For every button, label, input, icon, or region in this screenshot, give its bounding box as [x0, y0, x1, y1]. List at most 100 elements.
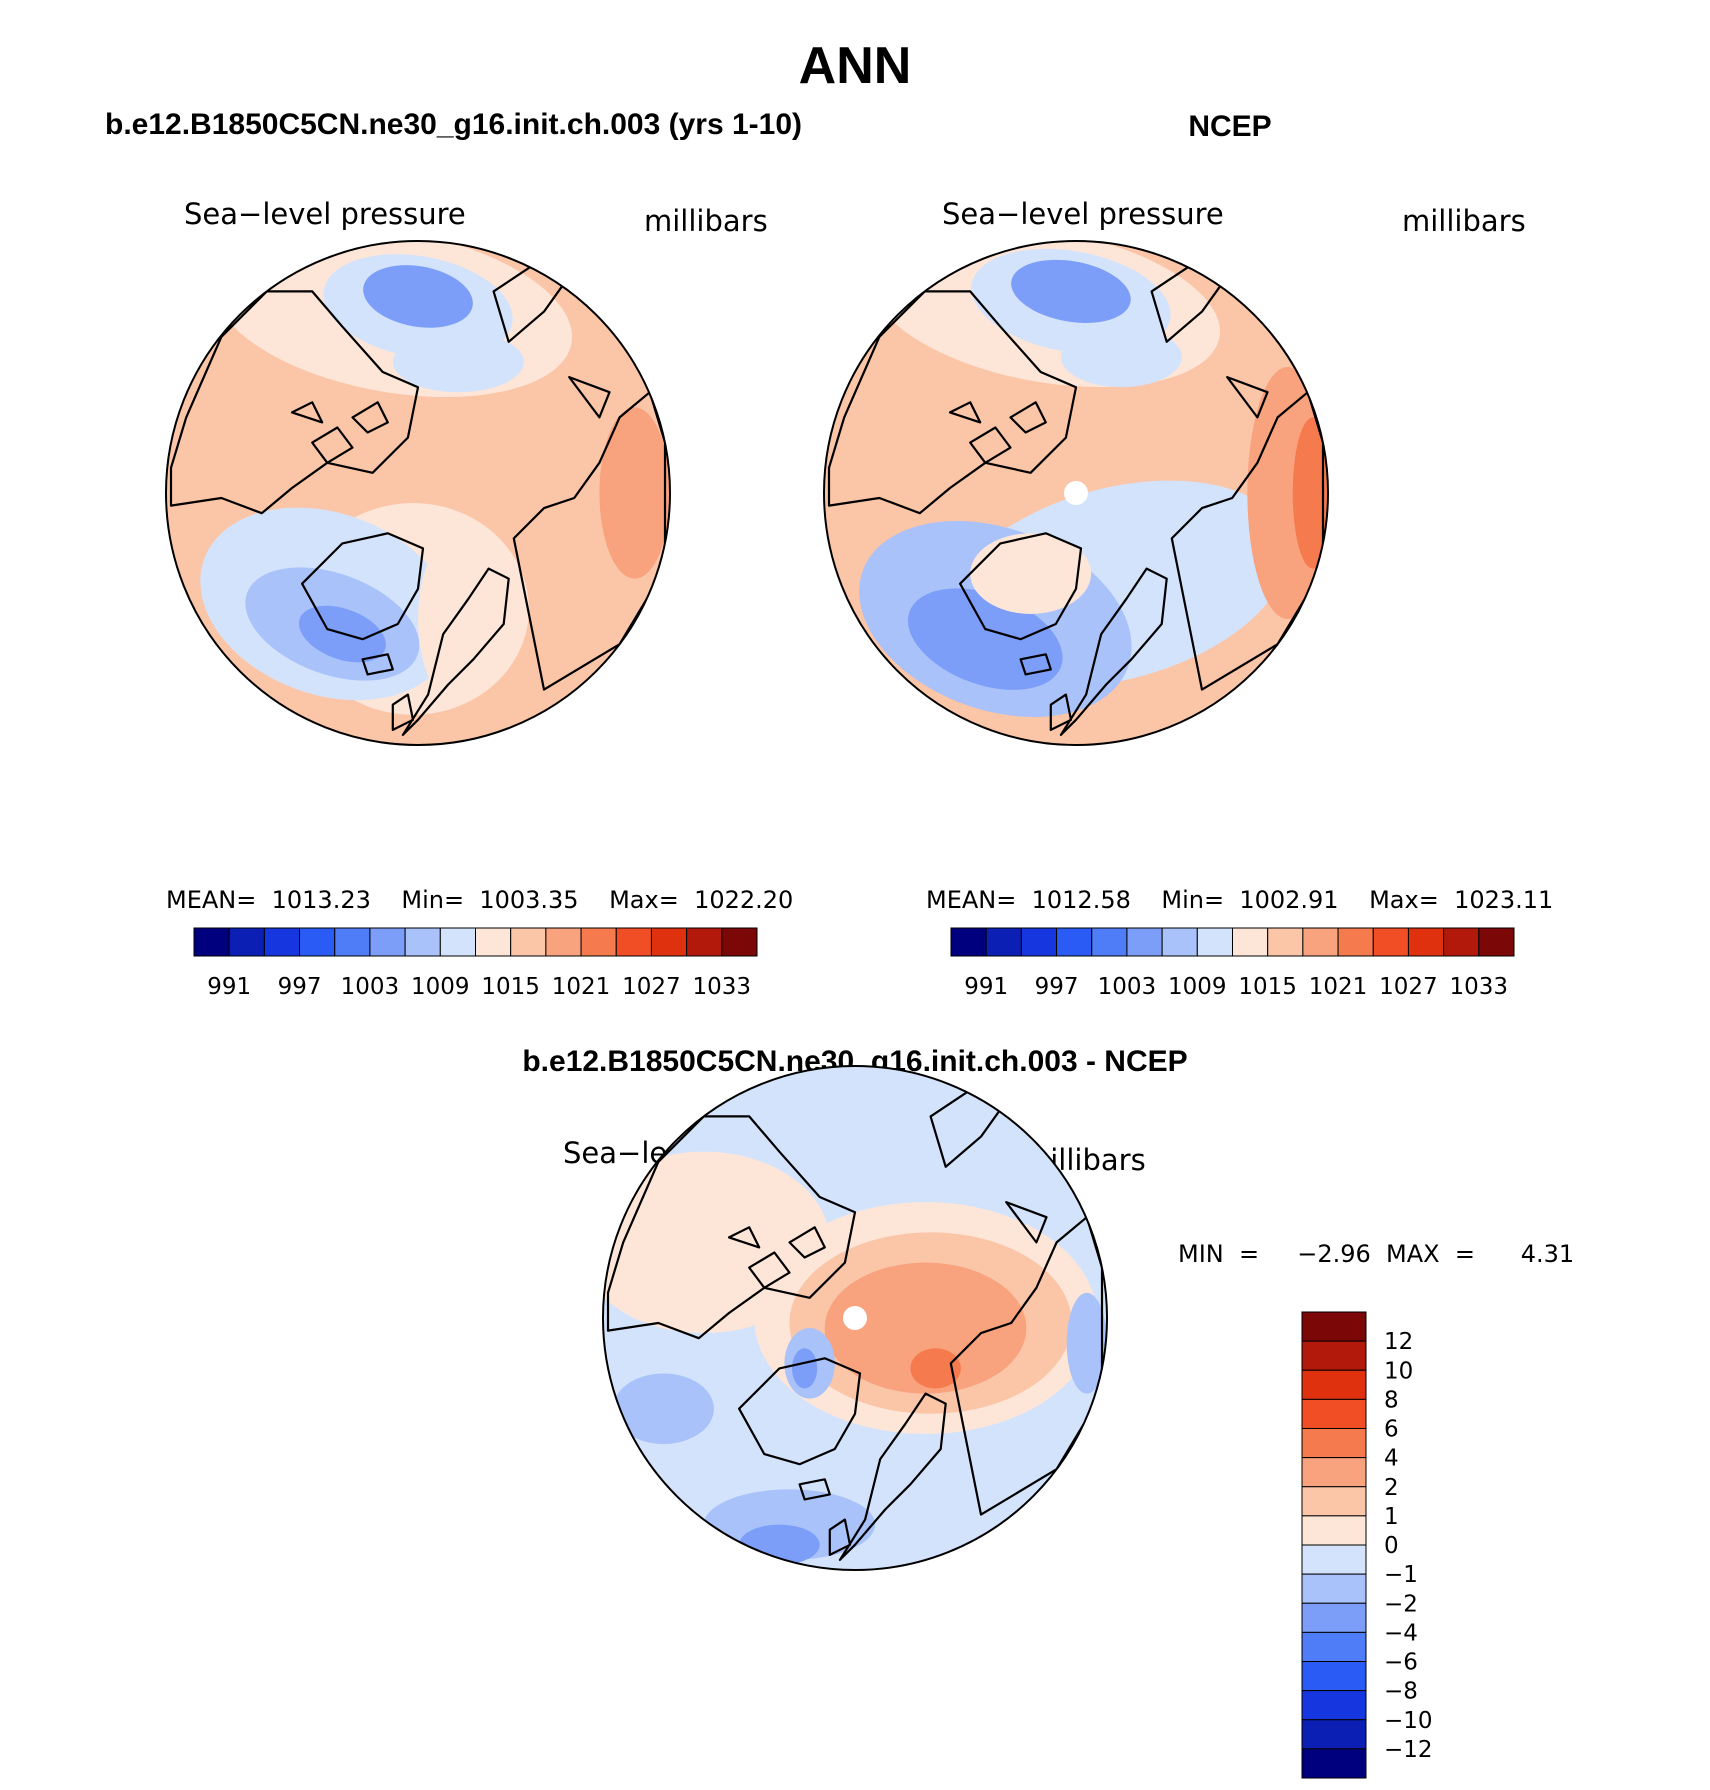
diff-colorbar-box	[1301, 1428, 1367, 1459]
diff-map-border	[602, 1065, 1108, 1571]
obs-pole-mask	[1064, 481, 1088, 505]
model-map-field	[166, 241, 670, 745]
diff-colorbar-box	[1301, 1340, 1367, 1371]
diff-colorbar-box	[1301, 1748, 1367, 1779]
diff-colorbar-tick-label: −1	[1384, 1562, 1418, 1588]
model-colorbar-tick-label: 991	[207, 974, 251, 1000]
model-colorbar-box	[299, 927, 336, 957]
model-colorbar-box	[475, 927, 512, 957]
obs-colorbar-box	[1196, 927, 1233, 957]
diff-contour-region	[613, 1373, 714, 1444]
model-coastline	[301, 532, 425, 641]
model-coastline	[351, 401, 389, 434]
model-colorbar-box	[580, 927, 617, 957]
model-coastline	[391, 693, 415, 731]
diff-colorbar-tick-label: 12	[1384, 1329, 1413, 1355]
model-colorbar-tick-label: 1003	[341, 974, 400, 1000]
diff-colorbar-tick-label: −8	[1384, 1679, 1418, 1705]
obs-coastline	[1019, 653, 1052, 676]
model-coastline	[568, 376, 611, 419]
obs-coastline	[948, 401, 982, 424]
obs-map-border	[823, 240, 1329, 746]
obs-colorbar-box	[1337, 927, 1374, 957]
obs-coastline	[959, 532, 1083, 641]
obs-colorbar-box	[1407, 927, 1445, 957]
obs-colorbar-box	[1020, 927, 1058, 957]
obs-map-field	[824, 241, 1328, 745]
model-colorbar-box	[510, 927, 547, 957]
model-panel-heading: b.e12.B1850C5CN.ne30_g16.init.ch.003 (yr…	[105, 108, 803, 141]
diff-colorbar-tick-label: −4	[1384, 1620, 1418, 1646]
model-contour-region	[392, 331, 524, 393]
obs-colorbar-box	[1372, 927, 1409, 957]
diff-colorbar-box	[1301, 1690, 1367, 1721]
model-coastline	[361, 653, 394, 676]
model-colorbar-box	[263, 927, 301, 957]
diff-colorbar-tick-label: −12	[1384, 1737, 1433, 1763]
obs-contour-region	[1060, 326, 1182, 388]
model-contour-region	[599, 407, 670, 579]
obs-contour-region	[907, 588, 1063, 690]
diff-colorbar-tick-label: 8	[1384, 1387, 1399, 1413]
obs-coastline	[1049, 693, 1073, 731]
obs-colorbar-tick-label: 1015	[1238, 974, 1297, 1000]
obs-colorbar-tick-label: 1033	[1450, 974, 1509, 1000]
diff-coastline	[606, 1115, 857, 1340]
obs-colorbar-box	[985, 927, 1022, 957]
obs-contour-region	[1011, 259, 1131, 323]
model-colorbar-tick-label: 1009	[411, 974, 470, 1000]
model-colorbar-box	[193, 927, 230, 957]
obs-colorbar-box	[1232, 927, 1269, 957]
model-colorbar-tick-label: 1027	[622, 974, 681, 1000]
obs-contour-region	[970, 533, 1092, 614]
diff-coastline	[738, 1357, 862, 1466]
diff-coastline	[748, 1251, 791, 1289]
model-contour-region	[418, 533, 499, 705]
obs-colorbar-box	[1443, 927, 1480, 957]
model-colorbar-box	[721, 927, 758, 957]
diff-colorbar-box	[1301, 1515, 1367, 1546]
obs-colorbar-box	[1056, 927, 1093, 957]
diff-coastline	[1005, 1201, 1048, 1244]
model-colorbar-box	[545, 927, 582, 957]
obs-colorbar-tick-label: 1003	[1098, 974, 1157, 1000]
diff-stats: MIN = −2.96 MAX = 4.31	[1178, 1240, 1575, 1268]
diff-contour-region	[824, 1262, 1027, 1394]
obs-stats: MEAN= 1012.58 Min= 1002.91 Max= 1023.11	[926, 886, 1554, 914]
model-coastline	[311, 426, 354, 464]
model-colorbar-box	[615, 927, 652, 957]
diff-coastline	[727, 1226, 761, 1249]
diff-colorbar-tick-label: −6	[1384, 1650, 1418, 1676]
diff-contour-region	[1066, 1292, 1107, 1394]
diff-contour-region	[792, 1348, 818, 1389]
diff-colorbar-box	[1301, 1457, 1367, 1488]
obs-colorbar-box	[1091, 927, 1128, 957]
diff-coastline	[828, 1518, 852, 1556]
diff-colorbar-box	[1301, 1661, 1367, 1692]
model-variable-label: Sea−level pressure	[184, 197, 466, 231]
diff-colorbar-tick-label: −2	[1384, 1591, 1418, 1617]
model-colorbar-tick-label: 1021	[552, 974, 611, 1000]
obs-colorbar-tick-label: 1027	[1379, 974, 1438, 1000]
diff-contour-region	[910, 1348, 961, 1389]
model-colorbar-tick-label: 1033	[693, 974, 752, 1000]
model-colorbar-box	[686, 927, 723, 957]
diff-coastline	[788, 1226, 826, 1259]
obs-colorbar-box	[950, 927, 987, 957]
diff-colorbar-box	[1301, 1544, 1367, 1575]
model-colorbar-box	[650, 927, 688, 957]
obs-colorbar-tick-label: 997	[1035, 974, 1079, 1000]
diff-map-field	[603, 1066, 1107, 1570]
diff-colorbar-box	[1301, 1486, 1367, 1517]
obs-variable-label: Sea−level pressure	[942, 197, 1224, 231]
diff-colorbar-box	[1301, 1573, 1367, 1604]
diff-colorbar-tick-label: 1	[1384, 1504, 1399, 1530]
model-units-label: millibars	[644, 204, 768, 238]
diff-colorbar-tick-label: −10	[1384, 1708, 1433, 1734]
diff-pole-mask	[843, 1306, 867, 1330]
diff-colorbar-tick-label: 4	[1384, 1446, 1399, 1472]
diff-colorbar-tick-label: 6	[1384, 1417, 1399, 1443]
diff-colorbar-box	[1301, 1311, 1367, 1342]
obs-colorbar-box	[1267, 927, 1304, 957]
